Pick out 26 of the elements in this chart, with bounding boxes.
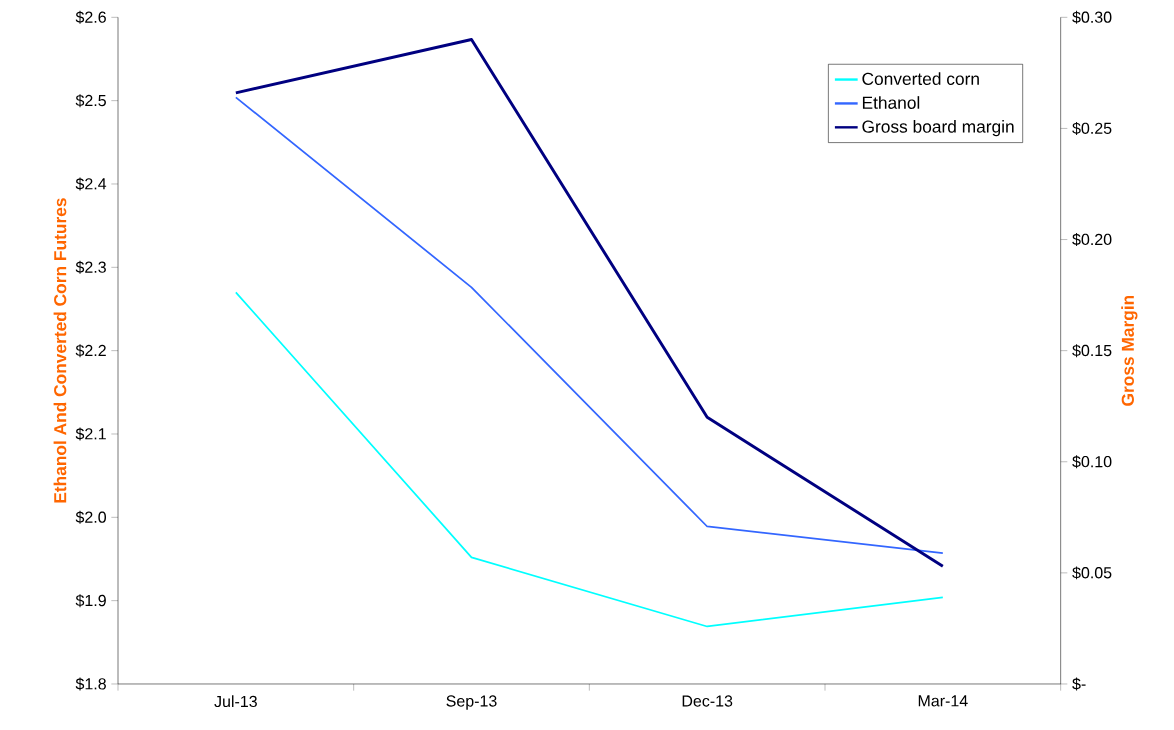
y2-tick-label: $0.05 — [1072, 566, 1112, 580]
line-series — [234, 291, 944, 628]
y2-tick-label: $0.20 — [1072, 233, 1112, 247]
y-tick-label: $2.0 — [75, 510, 107, 524]
y2-tick-label: $0.10 — [1072, 455, 1112, 469]
y-axis-title: Ethanol And Converted Corn Futures — [53, 198, 67, 503]
x-tick-label: Jul-13 — [214, 695, 257, 708]
legend-label: Ethanol — [862, 96, 920, 109]
y-tick-label: $2.2 — [75, 344, 106, 358]
x-tick-label: Mar-14 — [918, 695, 968, 707]
y-tick-label: $1.9 — [75, 594, 106, 608]
y2-tick-label: $- — [1072, 677, 1086, 691]
x-tick-label: Sep-13 — [446, 695, 497, 710]
x-tick-label: Dec-13 — [682, 695, 733, 707]
legend-label: Gross board margin — [862, 120, 1014, 137]
y-tick-label: $2.3 — [75, 260, 106, 274]
y-tick-label: $1.8 — [75, 677, 106, 691]
y2-tick-label: $0.15 — [1072, 344, 1112, 358]
y-tick-label: $2.4 — [75, 177, 107, 191]
legend-label: Converted corn — [862, 72, 979, 85]
y-tick-label: $2.6 — [75, 10, 106, 24]
y2-tick-label: $0.30 — [1072, 10, 1112, 24]
y2-tick-label: $0.25 — [1072, 121, 1112, 135]
y2-axis-title: Gross Margin — [1121, 295, 1138, 406]
y-tick-label: $2.5 — [75, 94, 106, 108]
y-tick-label: $2.1 — [75, 427, 106, 441]
